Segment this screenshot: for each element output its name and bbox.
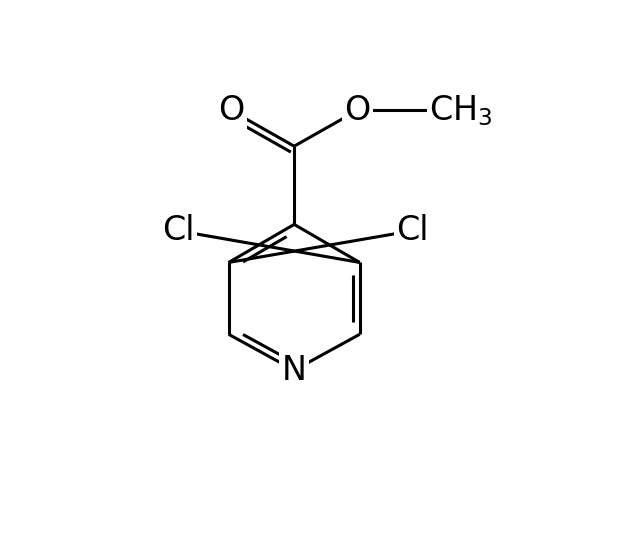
Text: N: N: [282, 354, 307, 386]
Text: Cl: Cl: [162, 214, 194, 247]
Text: O: O: [218, 94, 244, 127]
Text: CH$_3$: CH$_3$: [429, 93, 493, 127]
Text: O: O: [344, 94, 371, 127]
Text: Cl: Cl: [396, 214, 429, 247]
